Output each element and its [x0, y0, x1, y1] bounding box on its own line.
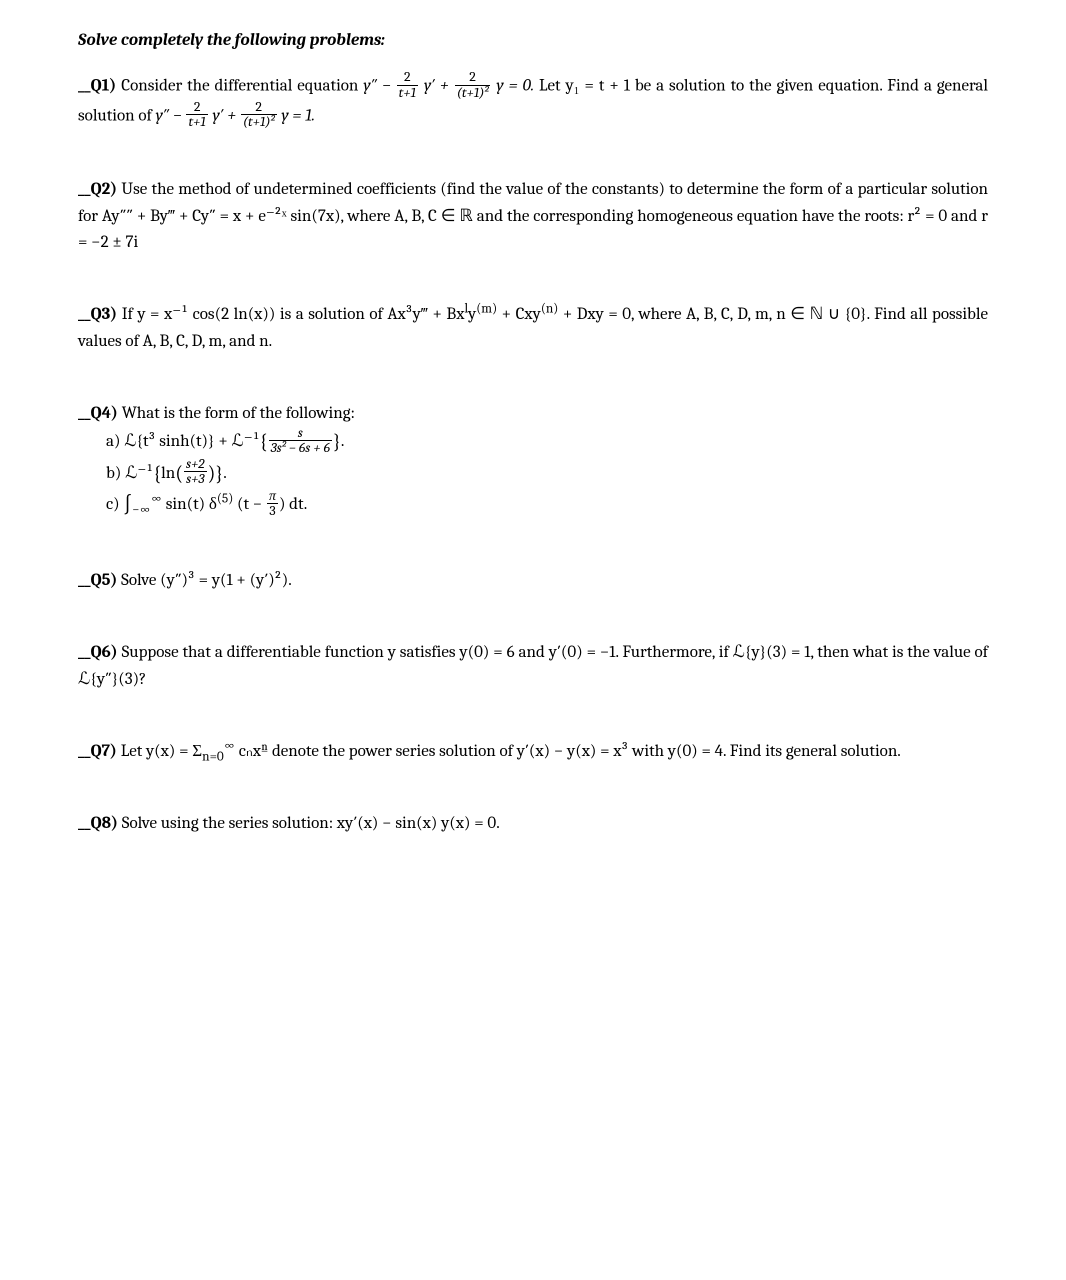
- q4-c: c) ∫−∞∞ sin(t) δ(5) (t − π3) dt.: [106, 490, 988, 522]
- q4-label: __Q4): [78, 404, 118, 423]
- page-title: Solve completely the following problems:: [78, 28, 988, 54]
- q1-eq2-mid: y′ +: [209, 106, 240, 125]
- q3-label: __Q3): [78, 305, 117, 324]
- page: Solve completely the following problems:…: [0, 0, 1066, 1280]
- q3-text-a: If y = x⁻¹ cos(2 ln(x)) is a solution of…: [117, 305, 464, 324]
- q4-c-body-b: (t −: [233, 495, 266, 514]
- q4-c-pre: c): [106, 495, 123, 514]
- q4-c-low: −∞: [132, 503, 151, 518]
- q5-label: __Q5): [78, 571, 117, 590]
- q4-c-sup5: (5): [217, 492, 233, 507]
- q4-b-pre: b): [106, 464, 125, 483]
- q1-eq1-mid: y′ +: [419, 77, 454, 96]
- q1-eq1-pre: y″ −: [363, 77, 395, 96]
- q5-text: Solve (y″)³ = y(1 + (y′)²).: [117, 571, 291, 590]
- problem-q5: __Q5) Solve (y″)³ = y(1 + (y′)²).: [78, 568, 988, 594]
- q3-sup-m: (m): [476, 302, 497, 317]
- q1-eq1-post: y = 0.: [491, 77, 534, 96]
- problem-q7: __Q7) Let y(x) = Σn=0∞ cₙxⁿ denote the p…: [78, 739, 988, 765]
- q1-eq2-pre: y″ −: [156, 106, 186, 125]
- q4-b-ln: ln: [161, 464, 175, 483]
- brace-close-icon: }: [333, 431, 341, 454]
- problem-q4: __Q4) What is the form of the following:…: [78, 401, 988, 522]
- problem-q8: __Q8) Solve using the series solution: x…: [78, 811, 988, 837]
- problem-q6: __Q6) Suppose that a differentiable func…: [78, 640, 988, 693]
- q7-text-b: cₙxⁿ denote the power series solution of…: [235, 742, 901, 761]
- q4-c-body-a: sin(t) δ: [162, 495, 217, 514]
- q8-label: __Q8): [78, 814, 118, 833]
- q7-text-a: Let y(x) = Σ: [117, 742, 202, 761]
- q1-frac3: 2t+1: [186, 100, 207, 129]
- problem-q3: __Q3) If y = x⁻¹ cos(2 ln(x)) is a solut…: [78, 302, 988, 355]
- q3-text-c: + Cxy: [497, 305, 541, 324]
- q4-a-post: .: [341, 432, 345, 451]
- q4-b-frac: s+2s+3: [184, 457, 207, 486]
- problem-q1: __Q1) Consider the differential equation…: [78, 72, 988, 131]
- q4-b-l: ℒ⁻¹: [125, 464, 153, 483]
- q4-a-pre: a): [106, 432, 124, 451]
- q4-a: a) ℒ{t³ sinh(t)} + ℒ⁻¹{s3s² − 6s + 6}.: [106, 427, 988, 459]
- q7-label: __Q7): [78, 742, 117, 761]
- paren-open-icon: (: [175, 463, 183, 486]
- problem-q2: __Q2) Use the method of undetermined coe…: [78, 177, 988, 256]
- q1-eq2-post: y = 1.: [278, 106, 315, 125]
- q7-sub-n: n=0: [202, 750, 224, 765]
- q6-label: __Q6): [78, 643, 118, 662]
- q1-frac1: 2t+1: [397, 70, 418, 99]
- q4-a-body: ℒ{t³ sinh(t)} + ℒ⁻¹: [124, 432, 259, 451]
- q4-c-body-c: ) dt.: [279, 495, 307, 514]
- integral-icon: ∫: [123, 494, 132, 517]
- q6-text: Suppose that a differentiable function y…: [78, 643, 988, 688]
- q3-text-b: y: [468, 305, 476, 324]
- q4-lead: What is the form of the following:: [118, 404, 355, 423]
- q1-label: __Q1): [78, 77, 116, 96]
- q1-lead: Consider the differential equation: [116, 77, 363, 96]
- q4-b-post: .: [223, 464, 227, 483]
- q7-sup-inf: ∞: [224, 738, 235, 753]
- brace-open-icon: {: [260, 431, 268, 454]
- brace-open-icon: {: [153, 463, 161, 486]
- q1-frac4: 2(t+1)²: [241, 100, 277, 129]
- q1-frac2: 2(t+1)²: [455, 70, 491, 99]
- q3-sup-n: (n): [541, 302, 559, 317]
- q2-text: Use the method of undetermined coefficie…: [78, 180, 988, 252]
- q8-text: Solve using the series solution: xy′(x) …: [118, 814, 500, 833]
- q4-c-frac: π3: [267, 489, 278, 518]
- q4-a-frac: s3s² − 6s + 6: [269, 426, 332, 455]
- q4-c-up: ∞: [151, 492, 162, 507]
- q4-b: b) ℒ⁻¹{ln(s+2s+3)}.: [106, 459, 988, 491]
- q2-label: __Q2): [78, 180, 117, 199]
